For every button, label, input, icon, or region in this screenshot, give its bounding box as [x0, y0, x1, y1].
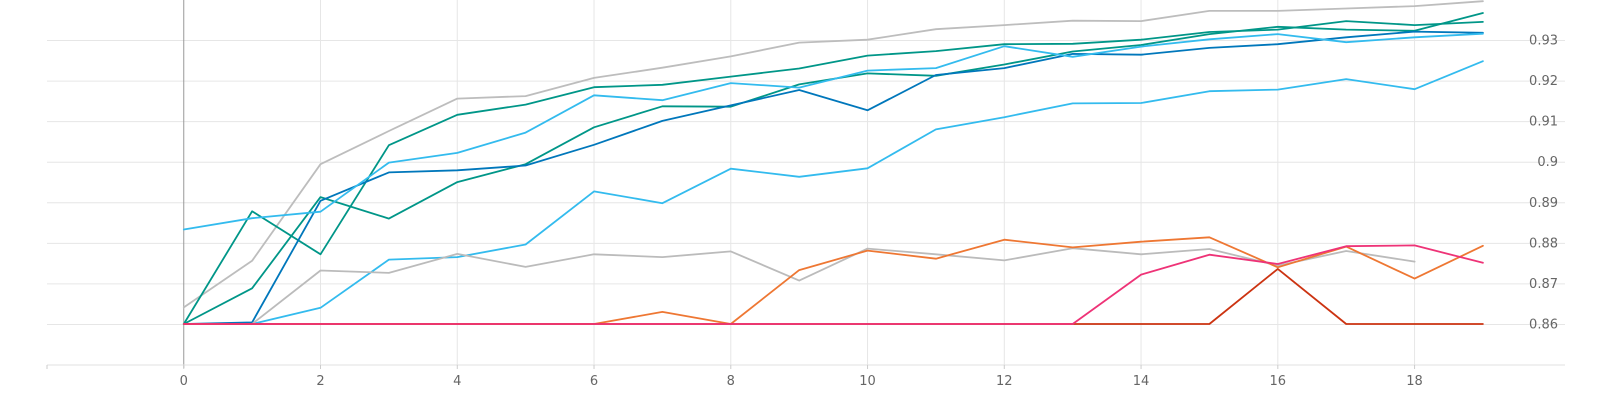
x-tick-label: 18	[1406, 374, 1423, 389]
x-tick-label: 16	[1270, 374, 1287, 389]
grid-lines	[47, 0, 1565, 365]
y-tick-label: 0.91	[1529, 115, 1558, 130]
series-line-8	[182, 236, 1484, 325]
y-tick-label: 0.93	[1529, 34, 1558, 49]
y-tick-label: 0.89	[1529, 196, 1558, 211]
y-tick-label: 0.9	[1537, 155, 1558, 170]
y-tick-label: 0.86	[1529, 317, 1558, 332]
x-tick-label: 12	[996, 374, 1013, 389]
series-line-10	[182, 244, 1484, 325]
x-tick-label: 10	[859, 374, 876, 389]
series-line-5	[182, 32, 1484, 231]
axes	[46, 0, 1565, 369]
series-line-7	[182, 247, 1416, 325]
x-tick-label: 14	[1133, 374, 1150, 389]
y-tick-label: 0.92	[1529, 74, 1558, 89]
series-line-1	[182, 0, 1484, 309]
y-tick-label: 0.88	[1529, 236, 1558, 251]
y-tick-label: 0.87	[1529, 277, 1558, 292]
x-tick-label: 6	[590, 374, 598, 389]
series-line-3	[182, 20, 1484, 325]
series-lines	[182, 0, 1484, 325]
x-tick-label: 4	[453, 374, 461, 389]
x-tick-label: 0	[180, 374, 188, 389]
tick-labels: 0.86 0.87 0.88 0.89 0.9 0.91 0.92 0.93 0 2 4 6 8 10 12…	[180, 34, 1558, 389]
series-line-9	[182, 267, 1484, 325]
series-line-4	[182, 30, 1484, 325]
series-line-6	[182, 60, 1484, 325]
x-tick-label: 2	[316, 374, 324, 389]
x-tick-label: 8	[727, 374, 735, 389]
